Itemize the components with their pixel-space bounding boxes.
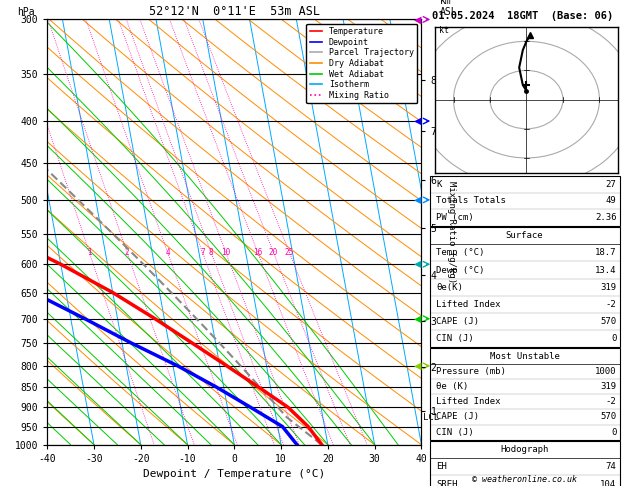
Text: ◀: ◀ <box>414 259 421 269</box>
Text: ◀: ◀ <box>414 15 421 24</box>
Text: Most Unstable: Most Unstable <box>489 351 560 361</box>
Text: 27: 27 <box>606 180 616 189</box>
Text: 319: 319 <box>600 382 616 391</box>
Text: 16: 16 <box>253 248 262 257</box>
Text: 570: 570 <box>600 413 616 421</box>
Text: θe (K): θe (K) <box>436 382 468 391</box>
Text: -2: -2 <box>606 300 616 309</box>
Text: © weatheronline.co.uk: © weatheronline.co.uk <box>472 474 577 484</box>
Text: 1: 1 <box>87 248 92 257</box>
Text: PW (cm): PW (cm) <box>436 213 474 222</box>
Text: 4: 4 <box>165 248 170 257</box>
Text: ◀: ◀ <box>414 195 421 205</box>
Text: 20: 20 <box>269 248 278 257</box>
Text: km
ASL: km ASL <box>440 0 458 17</box>
Text: ◀: ◀ <box>414 116 421 126</box>
Text: 18.7: 18.7 <box>595 248 616 257</box>
Text: CIN (J): CIN (J) <box>436 428 474 437</box>
Text: -2: -2 <box>606 397 616 406</box>
Legend: Temperature, Dewpoint, Parcel Trajectory, Dry Adiabat, Wet Adiabat, Isotherm, Mi: Temperature, Dewpoint, Parcel Trajectory… <box>306 24 417 103</box>
Text: 319: 319 <box>600 283 616 292</box>
Text: 74: 74 <box>606 462 616 471</box>
Y-axis label: Mixing Ratio (g/kg): Mixing Ratio (g/kg) <box>447 181 457 283</box>
Text: 2: 2 <box>125 248 130 257</box>
Text: Hodograph: Hodograph <box>501 445 548 454</box>
Text: K: K <box>436 180 442 189</box>
Text: ◀: ◀ <box>414 361 421 371</box>
Text: 8: 8 <box>209 248 213 257</box>
Text: 10: 10 <box>221 248 230 257</box>
Text: EH: EH <box>436 462 447 471</box>
Text: Surface: Surface <box>506 231 543 240</box>
Text: 25: 25 <box>285 248 294 257</box>
Text: hPa: hPa <box>17 7 35 17</box>
Text: Lifted Index: Lifted Index <box>436 397 501 406</box>
Text: 7: 7 <box>200 248 204 257</box>
Text: LCL: LCL <box>423 413 439 422</box>
Text: 0: 0 <box>611 428 616 437</box>
Text: CAPE (J): CAPE (J) <box>436 413 479 421</box>
Text: Totals Totals: Totals Totals <box>436 196 506 206</box>
Text: Dewp (°C): Dewp (°C) <box>436 265 484 275</box>
Text: CAPE (J): CAPE (J) <box>436 317 479 326</box>
Title: 52°12'N  0°11'E  53m ASL: 52°12'N 0°11'E 53m ASL <box>149 5 320 18</box>
Text: 1000: 1000 <box>595 367 616 376</box>
Text: Temp (°C): Temp (°C) <box>436 248 484 257</box>
Text: Lifted Index: Lifted Index <box>436 300 501 309</box>
Text: θe(K): θe(K) <box>436 283 463 292</box>
Text: CIN (J): CIN (J) <box>436 334 474 344</box>
Text: 2.36: 2.36 <box>595 213 616 222</box>
Text: 570: 570 <box>600 317 616 326</box>
Text: Pressure (mb): Pressure (mb) <box>436 367 506 376</box>
X-axis label: Dewpoint / Temperature (°C): Dewpoint / Temperature (°C) <box>143 469 325 479</box>
Text: 49: 49 <box>606 196 616 206</box>
Text: kt: kt <box>439 26 449 35</box>
Text: ◀: ◀ <box>414 313 421 324</box>
Text: 01.05.2024  18GMT  (Base: 06): 01.05.2024 18GMT (Base: 06) <box>432 11 613 21</box>
Text: 13.4: 13.4 <box>595 265 616 275</box>
Text: SREH: SREH <box>436 480 457 486</box>
Text: 104: 104 <box>600 480 616 486</box>
Text: 0: 0 <box>611 334 616 344</box>
